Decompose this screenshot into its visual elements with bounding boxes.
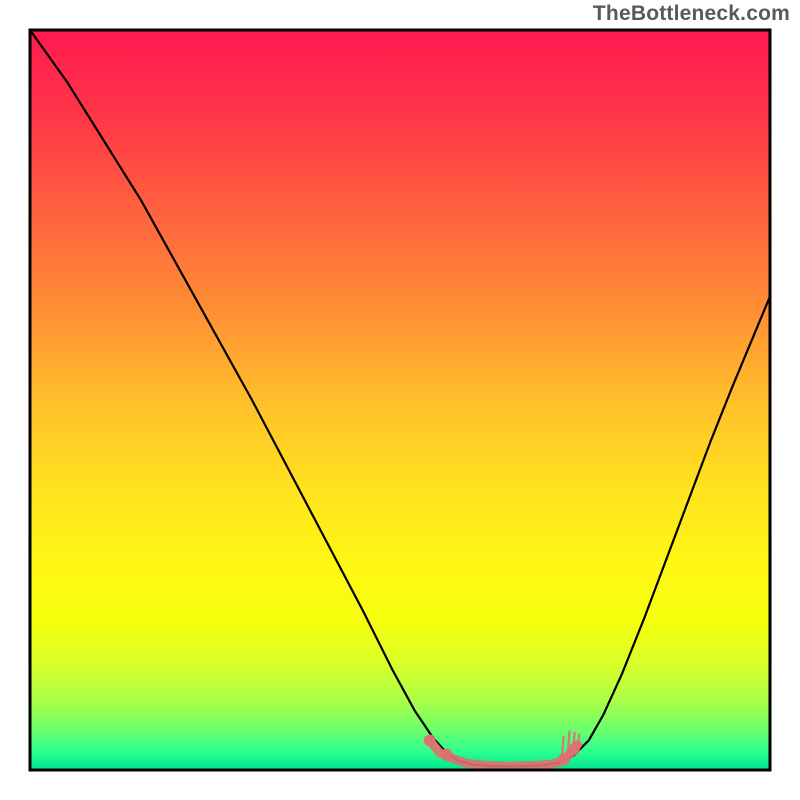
bottleneck-curve-chart — [0, 0, 800, 800]
watermark-text: TheBottleneck.com — [593, 2, 790, 26]
plot-gradient-background — [30, 30, 770, 770]
chart-frame: { "watermark": { "text": "TheBottleneck.… — [0, 0, 800, 800]
